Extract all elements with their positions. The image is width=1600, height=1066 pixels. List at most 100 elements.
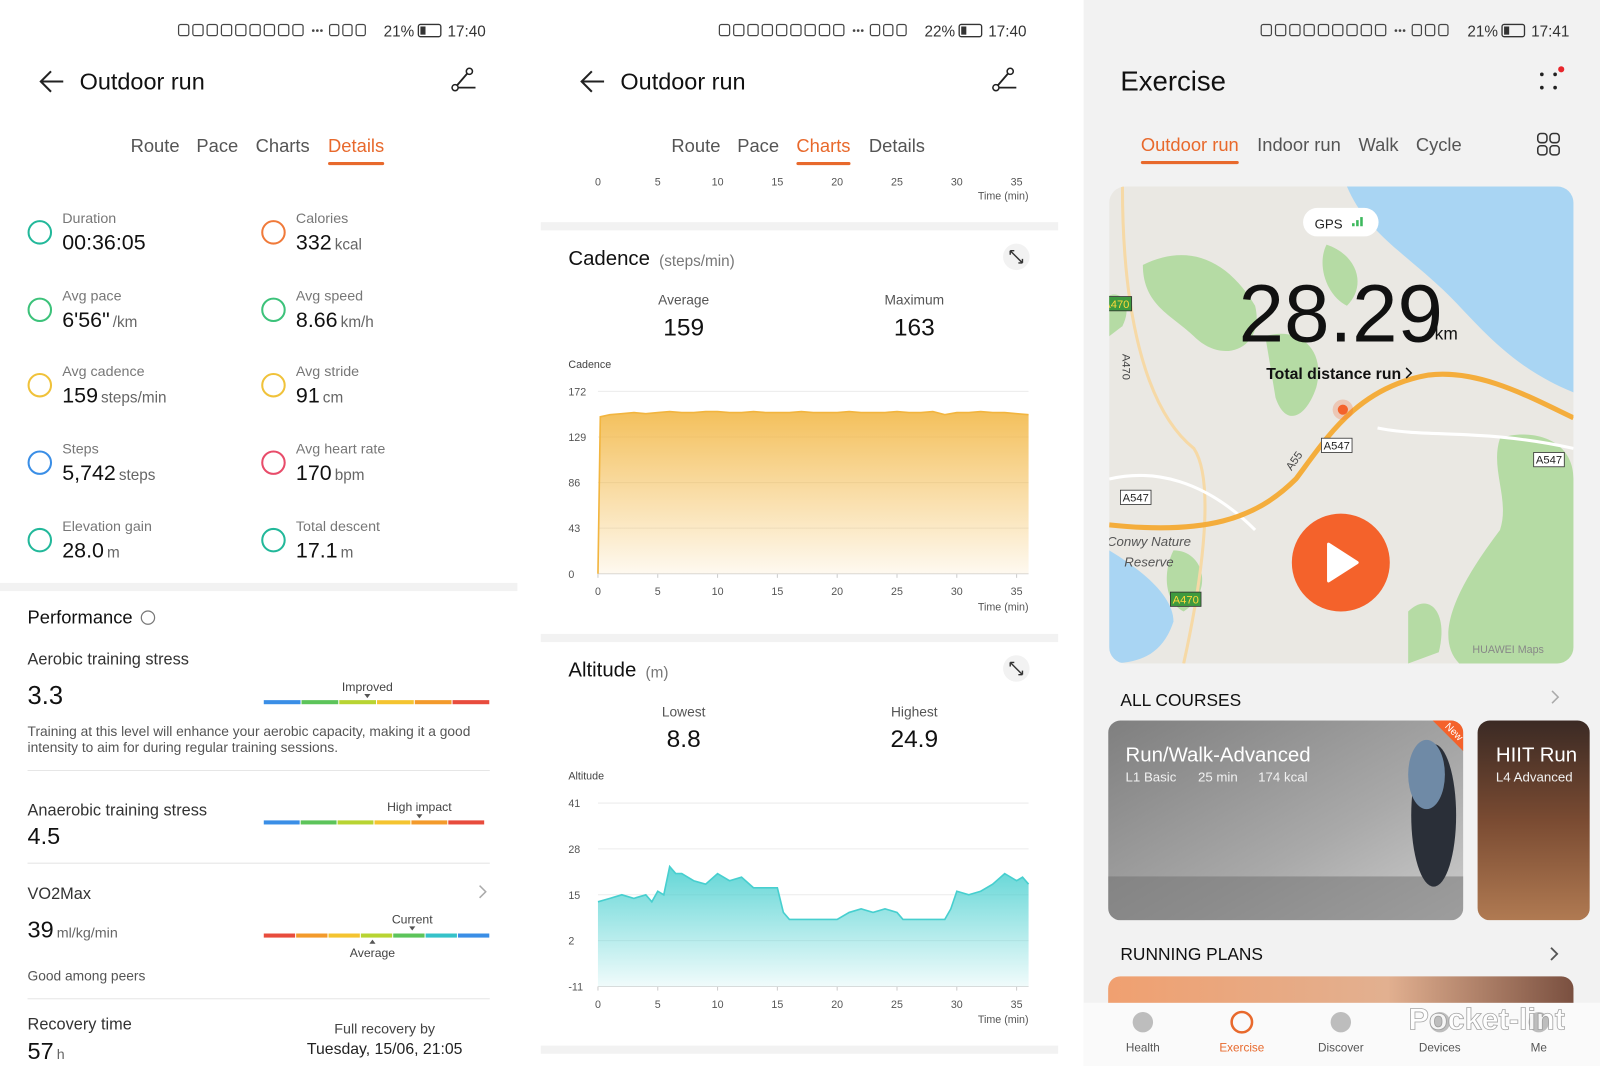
tab[interactable]: Pace <box>196 135 238 156</box>
tab[interactable]: Details <box>869 135 925 156</box>
x-tick-label: 35 <box>1011 999 1023 1011</box>
status-icon <box>1260 23 1273 37</box>
screen-title: Exercise <box>1120 66 1226 97</box>
data-line <box>597 410 1029 574</box>
area-fill <box>597 866 1029 987</box>
nav-label[interactable]: Exercise <box>1219 1042 1264 1055</box>
nav-icon[interactable] <box>1429 1011 1450 1033</box>
status-icon <box>790 23 802 37</box>
scale-segment <box>300 820 337 825</box>
tab[interactable]: Outdoor run <box>1141 134 1239 155</box>
back-button[interactable] <box>580 70 605 93</box>
nav-icon[interactable] <box>1132 1011 1154 1033</box>
scale-segment <box>393 933 425 938</box>
status-icon <box>328 23 340 37</box>
metric-value: 39 ml/kg/min <box>28 917 118 943</box>
battery-icon <box>417 23 442 38</box>
metric-value-value: 00:36:05 <box>62 231 145 255</box>
x-tick-label: 5 <box>655 999 661 1011</box>
chevron[interactable] <box>1551 690 1560 704</box>
stat-label: Average <box>658 293 709 308</box>
scale-segment <box>339 700 377 705</box>
note: Good among peers <box>28 968 146 983</box>
x-tick-label: 0 <box>595 586 601 598</box>
metric-value-unit: m <box>341 544 354 561</box>
metric-value-value: 170 <box>296 461 332 485</box>
status-icon <box>1411 23 1423 37</box>
tab[interactable]: Route <box>131 135 180 156</box>
tab[interactable]: Pace <box>737 135 779 156</box>
grid-icon[interactable] <box>1549 132 1560 144</box>
status-icon <box>804 23 816 37</box>
metric-icon <box>261 450 286 475</box>
x-tick-label: 10 <box>712 999 724 1011</box>
grid-icon[interactable] <box>1536 144 1548 156</box>
x-tick-label: 25 <box>891 176 903 188</box>
chevron[interactable] <box>479 885 487 899</box>
scale-segment <box>448 820 485 825</box>
nav-label[interactable]: Discover <box>1318 1042 1364 1055</box>
back-button[interactable] <box>39 70 64 93</box>
battery-icon <box>1501 23 1526 38</box>
y-tick-label: 15 <box>568 890 580 902</box>
metric-label: Recovery time <box>28 1015 132 1033</box>
nav-label[interactable]: Devices <box>1419 1042 1461 1055</box>
tab[interactable]: Route <box>671 135 720 156</box>
status-dot <box>311 29 315 32</box>
tab[interactable]: Details <box>328 135 384 156</box>
metric-value-unit: steps <box>119 467 156 484</box>
nav-label[interactable]: Me <box>1531 1042 1547 1055</box>
chevron <box>1405 367 1413 379</box>
x-tick-label: 0 <box>595 999 601 1011</box>
nav-icon[interactable] <box>1330 1011 1352 1033</box>
metric-value: 8.66 km/h <box>296 308 374 332</box>
status-icon <box>761 23 774 37</box>
scale-segment <box>263 700 301 705</box>
x-axis-label: Time (min) <box>978 191 1029 203</box>
tab[interactable]: Cycle <box>1416 134 1462 155</box>
y-tick-label: 2 <box>568 936 574 948</box>
tab[interactable]: Indoor run <box>1257 134 1341 155</box>
distance-caption[interactable]: Total distance run <box>1266 366 1401 383</box>
description: intensity to aim for during regular trai… <box>28 740 338 755</box>
course-detail: 25 min <box>1198 770 1238 785</box>
metric-icon <box>27 297 53 323</box>
metric-label: Avg cadence <box>62 364 144 380</box>
course-title: Run/Walk-Advanced <box>1126 744 1311 766</box>
course-card[interactable]: HIIT Run L4 Advanced <box>1477 720 1590 921</box>
x-tick-label: 30 <box>951 999 963 1011</box>
info-icon[interactable] <box>140 610 156 625</box>
menu-dot <box>1553 72 1557 77</box>
course-detail: 174 kcal <box>1258 770 1307 785</box>
nav-icon[interactable] <box>1528 1011 1549 1033</box>
nav-label[interactable]: Health <box>1126 1042 1160 1055</box>
expand-icon <box>1009 661 1024 676</box>
tab[interactable]: Walk <box>1359 134 1400 155</box>
description: Training at this level will enhance your… <box>28 724 471 739</box>
grid-icon[interactable] <box>1536 132 1548 144</box>
metric-value-unit: cm <box>323 390 343 407</box>
x-tick-label: 20 <box>831 586 843 598</box>
road-sign: A547 <box>1533 452 1565 468</box>
status-icon <box>1274 23 1287 37</box>
grid-icon[interactable] <box>1549 144 1560 156</box>
chevron[interactable] <box>1550 947 1559 961</box>
tab[interactable]: Charts <box>796 135 850 156</box>
battery-level: 21% <box>1467 24 1498 41</box>
tab[interactable]: Charts <box>256 135 310 156</box>
route-button-dot <box>1006 67 1015 76</box>
status-icon <box>220 23 233 37</box>
stat-label: Highest <box>891 704 938 719</box>
y-tick-label: 129 <box>568 432 586 444</box>
card-title: Cadence <box>568 248 650 270</box>
course-image <box>1477 720 1590 921</box>
road-sign-box <box>1321 437 1353 453</box>
park <box>1265 333 1319 416</box>
battery-fill <box>420 26 426 35</box>
status-icon <box>1424 23 1436 37</box>
nav-icon[interactable] <box>1230 1010 1254 1034</box>
expand-icon <box>1009 249 1024 264</box>
y-axis-label: Cadence <box>568 359 611 371</box>
status-dot <box>856 29 860 32</box>
